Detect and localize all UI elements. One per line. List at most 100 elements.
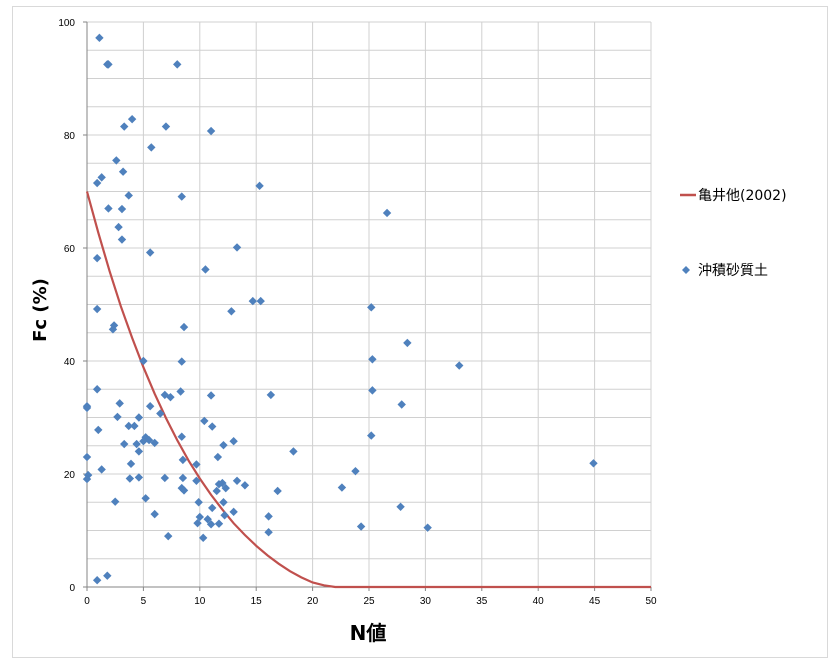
data-point — [337, 483, 347, 492]
data-point — [160, 390, 170, 400]
x-tick-label: 15 — [251, 596, 263, 607]
data-point — [164, 531, 173, 541]
data-point — [203, 515, 212, 524]
data-point — [382, 208, 392, 218]
data-point — [104, 60, 113, 69]
data-point — [177, 357, 186, 366]
data-point — [264, 512, 273, 521]
data-point — [193, 518, 202, 528]
data-point — [145, 402, 155, 411]
x-tick-label: 30 — [420, 596, 432, 607]
data-point — [206, 520, 216, 529]
data-point — [229, 507, 238, 517]
data-point — [125, 474, 135, 483]
data-point — [124, 191, 133, 200]
data-point — [103, 571, 112, 580]
data-point — [141, 494, 150, 503]
x-tick-label: 45 — [589, 596, 601, 607]
data-point — [232, 476, 242, 485]
data-point — [113, 412, 122, 422]
x-tick-label: 50 — [645, 596, 657, 607]
data-point — [115, 399, 124, 408]
data-point — [82, 403, 92, 413]
data-point — [108, 325, 118, 334]
data-point — [589, 459, 598, 468]
data-point — [240, 481, 250, 490]
y-axis-title: Fc (%) — [30, 278, 51, 342]
data-point — [95, 33, 104, 43]
data-point — [396, 502, 405, 511]
data-point — [273, 486, 282, 496]
data-point — [213, 452, 223, 462]
data-point — [150, 438, 159, 448]
data-point — [112, 156, 121, 165]
data-point — [120, 439, 129, 449]
data-point — [206, 391, 216, 400]
data-point — [368, 355, 377, 364]
data-point — [368, 386, 377, 395]
data-point — [219, 498, 228, 507]
data-point — [114, 222, 123, 232]
data-point — [147, 143, 156, 152]
y-tick-label: 60 — [64, 244, 76, 255]
data-point — [134, 473, 144, 482]
y-tick-label: 80 — [64, 131, 76, 142]
data-point — [356, 522, 366, 531]
data-point — [214, 519, 224, 528]
y-tick-label: 20 — [64, 470, 76, 481]
data-point — [423, 523, 432, 532]
data-point — [212, 486, 221, 496]
data-point — [127, 114, 137, 124]
data-point — [220, 511, 229, 520]
x-tick-label: 40 — [533, 596, 545, 607]
data-point — [192, 476, 201, 485]
data-point — [166, 392, 175, 402]
data-point — [201, 265, 210, 274]
data-point — [229, 437, 238, 446]
data-point — [118, 167, 128, 176]
data-point — [132, 439, 141, 449]
data-point — [256, 296, 265, 306]
data-point — [117, 235, 127, 244]
y-tick-label: 100 — [58, 18, 75, 29]
legend-label-points: 沖積砂質土 — [698, 263, 768, 279]
data-point — [139, 356, 148, 366]
data-point — [264, 527, 273, 537]
data-point — [120, 122, 129, 131]
data-point — [198, 533, 208, 543]
y-tick-label: 0 — [69, 583, 75, 594]
data-point — [117, 204, 127, 214]
x-tick-label: 35 — [476, 596, 488, 607]
data-point — [150, 509, 159, 519]
data-point — [173, 60, 182, 69]
data-point — [403, 338, 412, 348]
data-point — [97, 465, 106, 474]
data-point — [219, 440, 228, 450]
data-point — [139, 437, 148, 446]
legend-diamond-swatch — [682, 266, 690, 274]
data-point — [208, 503, 217, 513]
data-point — [206, 126, 216, 136]
data-point — [289, 447, 298, 456]
data-point — [266, 390, 276, 400]
data-point — [111, 497, 120, 506]
legend-label-curve: 亀井他(2002) — [698, 188, 787, 204]
data-point — [178, 455, 188, 465]
data-point — [221, 483, 230, 493]
data-point — [97, 173, 106, 182]
data-point — [82, 452, 92, 462]
data-point — [208, 422, 217, 431]
data-point — [161, 122, 171, 131]
data-point — [104, 204, 113, 213]
data-point — [134, 413, 144, 422]
data-point — [134, 447, 144, 456]
data-point — [194, 498, 203, 507]
data-point — [179, 322, 189, 332]
data-point — [177, 432, 186, 441]
x-tick-label: 25 — [363, 596, 375, 607]
data-point — [92, 304, 102, 314]
data-point — [227, 307, 236, 316]
y-axis-ticks: 0 20 40 60 80 100 — [58, 18, 87, 594]
data-point — [200, 416, 209, 426]
data-point — [94, 425, 103, 435]
